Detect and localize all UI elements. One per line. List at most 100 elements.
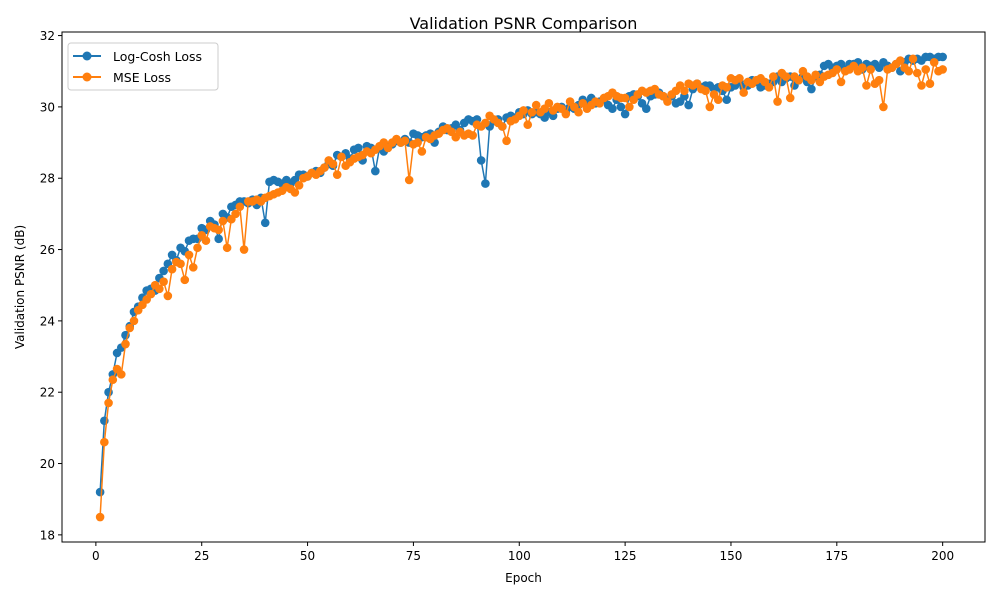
data-point-mse bbox=[917, 81, 926, 90]
data-point-log_cosh bbox=[620, 109, 630, 119]
x-tick-label: 150 bbox=[720, 549, 743, 563]
data-point-mse bbox=[337, 152, 346, 162]
data-point-mse bbox=[159, 277, 168, 286]
x-tick-label: 100 bbox=[508, 549, 531, 563]
data-point-mse bbox=[879, 102, 888, 112]
data-point-mse bbox=[100, 437, 109, 447]
legend-swatch-marker-mse bbox=[82, 72, 92, 82]
data-point-mse bbox=[218, 216, 228, 226]
data-point-mse bbox=[544, 99, 554, 108]
data-point-log_cosh bbox=[608, 104, 617, 113]
chart-title: Validation PSNR Comparison bbox=[410, 14, 638, 33]
data-point-mse bbox=[400, 136, 410, 146]
data-point-log_cosh bbox=[641, 104, 651, 113]
data-point-log_cosh bbox=[481, 179, 490, 188]
data-point-mse bbox=[167, 264, 177, 274]
data-point-log_cosh bbox=[807, 84, 816, 94]
data-point-mse bbox=[193, 243, 202, 253]
x-tick-label: 200 bbox=[931, 549, 954, 563]
data-point-mse bbox=[404, 175, 414, 185]
data-point-mse bbox=[896, 56, 905, 65]
data-point-mse bbox=[116, 370, 126, 379]
data-point-mse bbox=[235, 202, 245, 212]
y-tick-label: 30 bbox=[40, 100, 55, 114]
data-point-mse bbox=[328, 159, 338, 169]
y-tick-label: 22 bbox=[40, 386, 55, 400]
data-point-mse bbox=[574, 107, 583, 117]
data-point-mse bbox=[155, 284, 164, 294]
data-point-mse bbox=[413, 138, 422, 147]
x-tick-label: 25 bbox=[194, 549, 209, 563]
data-point-mse bbox=[201, 236, 211, 245]
data-point-mse bbox=[184, 250, 194, 260]
y-axis-title: Validation PSNR (dB) bbox=[13, 225, 27, 349]
x-tick-label: 50 bbox=[300, 549, 315, 563]
plot-area-frame bbox=[61, 31, 986, 543]
legend-box bbox=[67, 42, 219, 91]
data-point-mse bbox=[857, 63, 867, 72]
data-point-mse bbox=[417, 147, 427, 156]
data-point-mse bbox=[481, 118, 490, 128]
legend-swatch-marker-log-cosh bbox=[82, 51, 92, 61]
x-tick-label: 0 bbox=[92, 549, 100, 563]
data-point-mse bbox=[468, 131, 477, 140]
data-point-mse bbox=[701, 86, 710, 96]
data-point-log_cosh bbox=[684, 100, 693, 110]
y-tick-label: 28 bbox=[40, 172, 55, 186]
data-point-mse bbox=[773, 97, 782, 106]
y-tick-label: 20 bbox=[40, 457, 55, 471]
data-point-mse bbox=[862, 81, 871, 90]
legend-label-mse: MSE Loss bbox=[113, 70, 171, 85]
data-point-log_cosh bbox=[260, 218, 270, 228]
y-tick-label: 26 bbox=[40, 243, 55, 257]
data-point-mse bbox=[95, 512, 105, 522]
x-tick-label: 175 bbox=[825, 549, 848, 563]
data-point-mse bbox=[502, 136, 511, 146]
y-tick-label: 24 bbox=[40, 314, 55, 328]
legend-label-log-cosh: Log-Cosh Loss bbox=[113, 49, 202, 64]
data-point-mse bbox=[874, 75, 884, 85]
data-point-mse bbox=[231, 209, 240, 219]
data-point-mse bbox=[290, 188, 300, 197]
data-point-mse bbox=[332, 170, 342, 179]
y-tick-label: 18 bbox=[40, 528, 55, 542]
data-point-mse bbox=[781, 72, 791, 81]
data-point-mse bbox=[764, 82, 774, 92]
data-point-log_cosh bbox=[476, 156, 486, 165]
data-point-mse bbox=[108, 375, 118, 385]
data-point-log_cosh bbox=[354, 143, 363, 153]
data-point-log_cosh bbox=[616, 102, 626, 112]
data-point-mse bbox=[222, 243, 232, 253]
data-point-mse bbox=[523, 120, 533, 130]
x-axis-ticks: 0 25 50 75 100 125 150 175 200 bbox=[92, 542, 954, 563]
data-point-mse bbox=[921, 65, 931, 74]
data-point-mse bbox=[125, 323, 135, 333]
data-point-mse bbox=[785, 93, 795, 103]
x-axis-title: Epoch bbox=[505, 571, 542, 585]
data-point-mse bbox=[129, 316, 139, 326]
data-point-log_cosh bbox=[214, 234, 223, 244]
data-point-mse bbox=[180, 275, 190, 285]
data-point-mse bbox=[713, 95, 723, 105]
data-point-mse bbox=[527, 107, 537, 117]
data-point-mse bbox=[929, 58, 939, 67]
data-point-mse bbox=[214, 225, 223, 235]
data-point-mse bbox=[239, 245, 249, 254]
y-axis-ticks: 18 20 22 24 26 28 30 32 bbox=[40, 29, 62, 542]
data-point-log_cosh bbox=[722, 95, 732, 105]
x-tick-label: 75 bbox=[406, 549, 421, 563]
data-point-mse bbox=[832, 65, 842, 74]
data-point-mse bbox=[866, 65, 875, 74]
x-tick-label: 125 bbox=[614, 549, 637, 563]
series-line-mse bbox=[99, 58, 943, 518]
data-point-mse bbox=[561, 109, 571, 119]
data-point-log_cosh bbox=[95, 487, 105, 497]
data-point-mse bbox=[176, 259, 185, 269]
data-point-mse bbox=[735, 74, 744, 83]
series-line-log_cosh bbox=[99, 56, 943, 493]
legend: Log-Cosh Loss MSE Loss bbox=[67, 42, 219, 91]
y-tick-label: 32 bbox=[40, 29, 55, 43]
series-mse bbox=[95, 54, 947, 522]
data-point-mse bbox=[794, 75, 804, 85]
data-point-mse bbox=[705, 102, 715, 112]
